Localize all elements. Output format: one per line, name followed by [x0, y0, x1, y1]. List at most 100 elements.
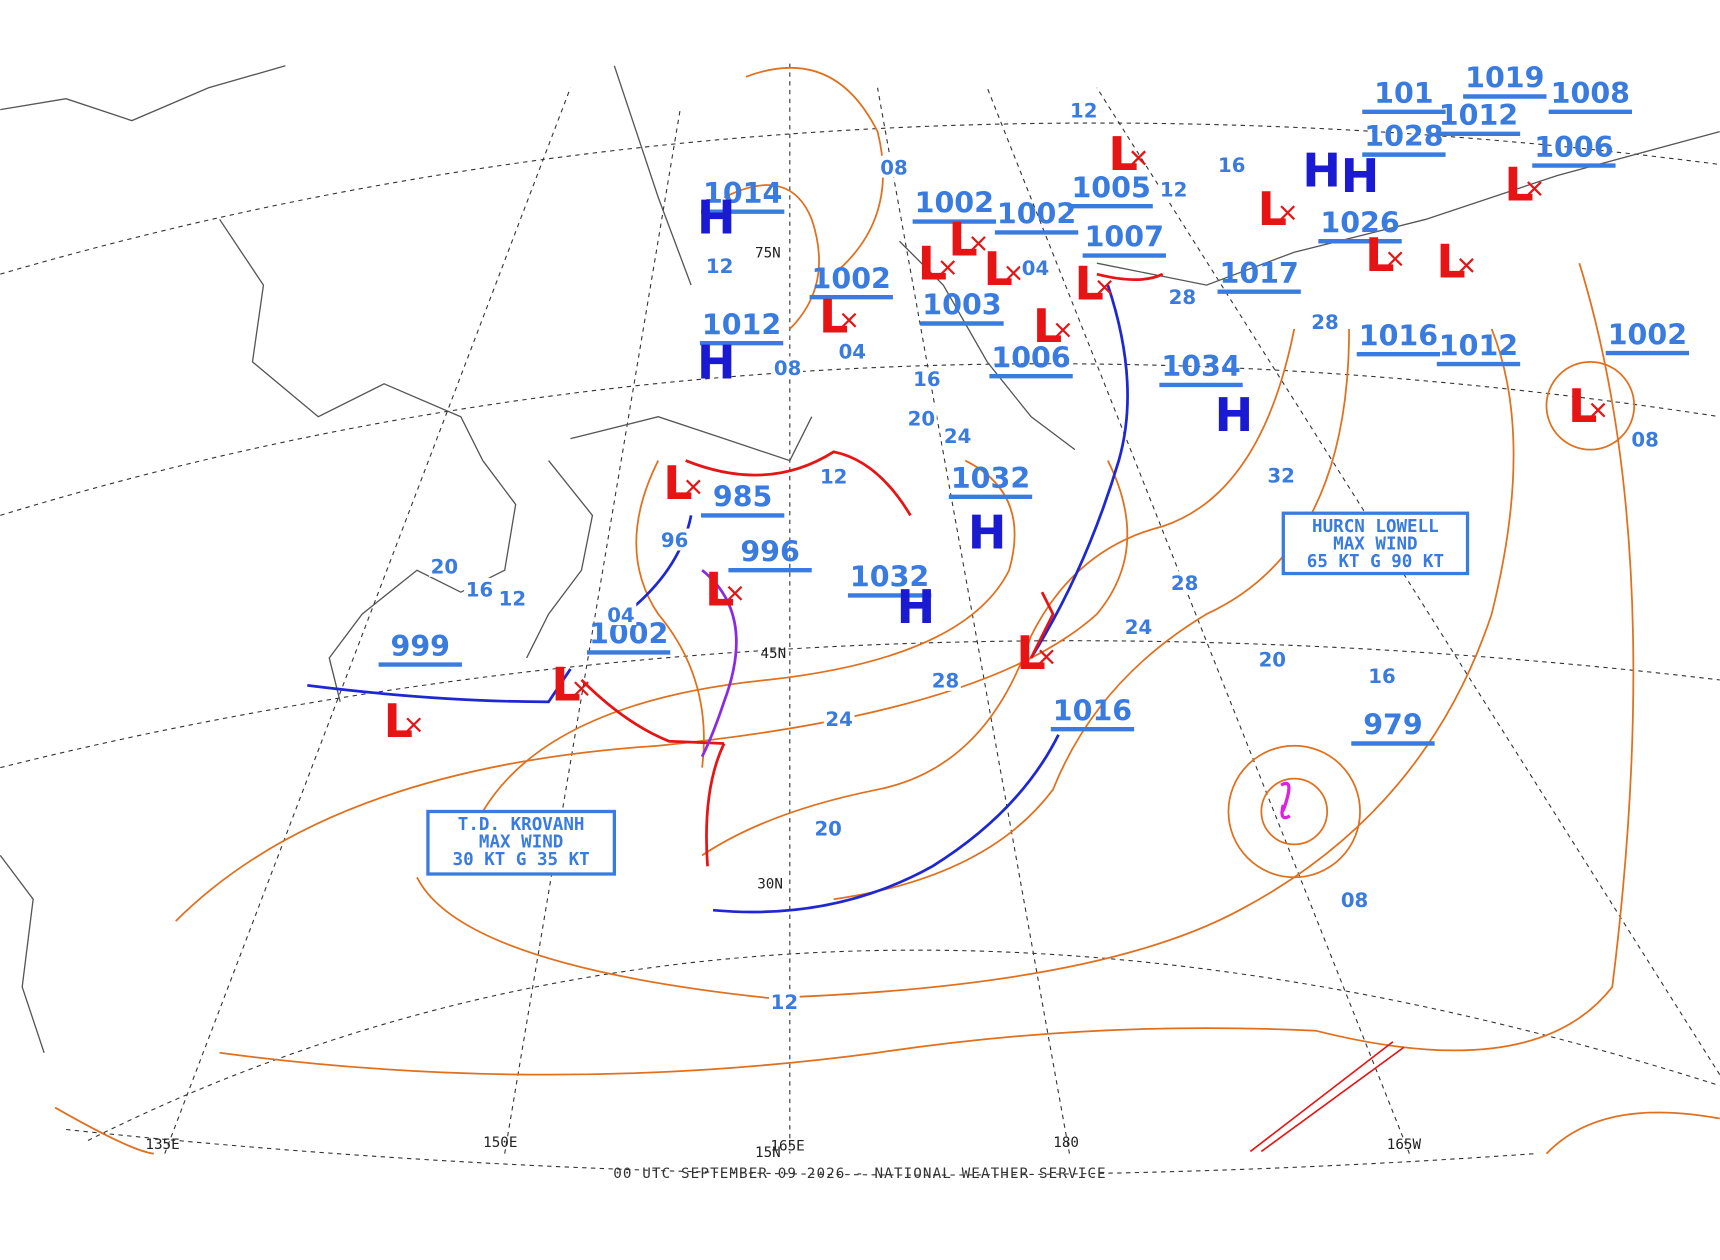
coastlines — [0, 65, 1720, 1053]
pressure-label: 985 — [713, 481, 772, 514]
isobar-label: 96 — [661, 529, 688, 552]
pressure-center: H — [1341, 149, 1380, 203]
low-marker — [574, 681, 589, 697]
low-marker — [727, 585, 743, 601]
isobar-label: 12 — [1160, 178, 1187, 201]
isobar-label-bg — [768, 990, 800, 1013]
pressure-label: 1012 — [702, 308, 781, 341]
isobar-label-bg — [911, 367, 943, 390]
isobar-label: 16 — [1368, 665, 1395, 688]
grid-label: 45N — [760, 646, 786, 662]
grid-label: 180 — [1053, 1135, 1079, 1151]
pressure-label: 1016 — [1053, 694, 1132, 727]
pressure-center: L — [984, 242, 1013, 296]
isobar-label-bg — [1366, 664, 1398, 687]
storm-box-line: MAX WIND — [479, 833, 563, 853]
pressure-label: 1032 — [850, 561, 929, 594]
isobar-label: 20 — [908, 407, 935, 430]
low-marker — [1387, 251, 1403, 267]
pressure-label: 999 — [391, 630, 451, 663]
pressure-center: L — [948, 213, 977, 267]
low-marker — [971, 236, 986, 251]
isobar-label-bg — [1020, 256, 1051, 279]
pressure-center: L — [1258, 182, 1287, 236]
pressure-center: L — [819, 289, 848, 343]
pressure-label: 1019 — [1465, 62, 1544, 95]
grid-label: 165E — [770, 1138, 804, 1154]
pressure-center: L — [1016, 626, 1045, 680]
isobar-label: 04 — [1022, 257, 1049, 280]
isobar-label-bg — [930, 668, 961, 691]
pressure-label: 1006 — [991, 341, 1070, 374]
low-marker — [1006, 265, 1021, 281]
isobar-label: 28 — [932, 670, 959, 693]
pressure-label: 1034 — [1161, 350, 1240, 383]
isobar-label: 20 — [814, 818, 841, 841]
isobar-label-bg — [497, 586, 528, 609]
pressure-label: 1012 — [1439, 99, 1518, 132]
isobar-label-bg — [1309, 310, 1341, 333]
storm-box — [1281, 511, 1470, 576]
pressure-label: 1003 — [922, 289, 1001, 322]
pressure-center: L — [1436, 234, 1465, 288]
isobar-label-bg — [812, 816, 844, 839]
pressure-label: 1002 — [915, 187, 994, 220]
isobar-label: 32 — [1267, 465, 1294, 488]
isobar-label-bg — [704, 254, 735, 277]
isobar-label: 28 — [1169, 286, 1196, 309]
isobar-label: 20 — [431, 556, 458, 579]
footer: 00 UTC SEPTEMBER 09 2026 - NATIONAL WEAT… — [613, 1166, 1106, 1182]
storm-box-line: HURCN LOWELL — [1312, 517, 1439, 537]
isobar-label: 24 — [944, 425, 971, 448]
grid-label: 165W — [1387, 1137, 1422, 1153]
pressure-center: H — [968, 505, 1007, 559]
pressure-center: L — [918, 237, 947, 291]
pressure-center: H — [1215, 388, 1254, 442]
pressure-label: 1026 — [1320, 206, 1399, 239]
pressure-center: L — [1109, 127, 1138, 181]
pressure-label: 101 — [1374, 77, 1433, 110]
isobar-label: 20 — [1259, 649, 1286, 672]
isobar-label: 24 — [825, 708, 852, 731]
grid-label: 15N — [755, 1145, 781, 1161]
pressure-center: L — [663, 456, 692, 510]
isobar-label-bg — [429, 554, 460, 577]
pressure-center: H — [1302, 143, 1341, 197]
isobar-label: 16 — [1218, 154, 1245, 177]
pressure-label: 1002 — [1608, 318, 1687, 351]
isobar-label-bg — [1158, 177, 1189, 200]
isobar-label-bg — [1169, 571, 1200, 594]
pressure-label: 1028 — [1364, 120, 1443, 153]
graticule — [0, 63, 1720, 1176]
pressure-label: 1012 — [1439, 329, 1518, 362]
pressure-center: H — [697, 335, 736, 389]
isobar-label: 28 — [1171, 572, 1198, 595]
pressure-center: L — [1033, 299, 1062, 353]
low-marker — [1131, 150, 1146, 166]
pressure-center: L — [551, 658, 580, 712]
isobar-label: 04 — [607, 604, 634, 627]
grid-label: 75N — [755, 246, 781, 262]
pressure-label: 1005 — [1071, 171, 1150, 204]
pressure-center: L — [1365, 228, 1394, 282]
isobar-label: 08 — [880, 156, 907, 179]
low-marker — [406, 717, 422, 733]
tropical-cyclone — [1279, 781, 1291, 820]
pressure-label: 1008 — [1551, 77, 1630, 110]
isobar-label: 16 — [913, 368, 940, 391]
pressure-center: H — [897, 580, 936, 634]
grid-label: 150E — [483, 1135, 517, 1151]
storm-box-line: MAX WIND — [1333, 534, 1417, 554]
low-marker — [841, 312, 857, 328]
isobar-label: 04 — [839, 341, 866, 364]
isobar-label-bg — [1167, 285, 1198, 308]
low-marker — [1280, 205, 1296, 221]
isobar-label-bg — [1216, 153, 1248, 176]
low-marker — [1527, 181, 1542, 196]
isobar-label-bg — [772, 356, 803, 379]
isobar-label-bg — [1265, 463, 1297, 486]
isobar-label-bg — [818, 464, 850, 487]
fronts — [307, 272, 1405, 1153]
isobar-label: 28 — [1311, 311, 1338, 334]
